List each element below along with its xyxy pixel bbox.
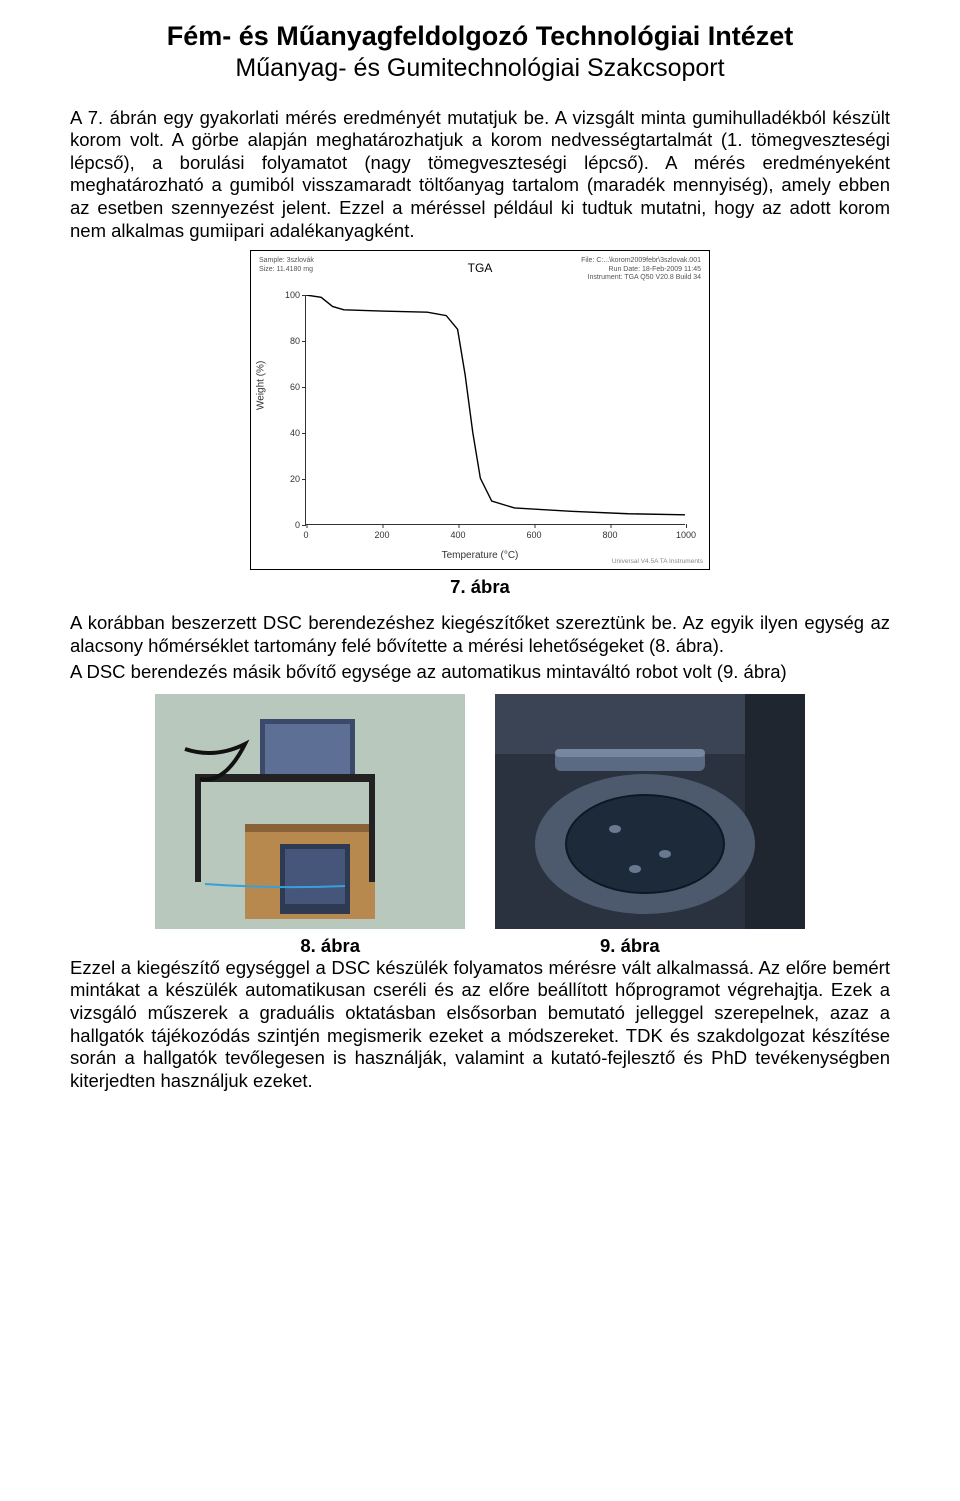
chart-xtick: 1000 [676, 530, 696, 540]
chart-curve-svg [306, 295, 685, 524]
chart-ylabel: Weight (%) [256, 361, 267, 410]
chart-ytick: 40 [276, 428, 300, 438]
chart-rundate-label: Run Date: 18-Feb-2009 11:45 [581, 266, 701, 274]
tga-chart-container: Sample: 3szlovák Size: 11.4180 mg TGA Fi… [70, 250, 890, 570]
chart-meta-right: File: C:...\korom2009febr\3szlovak.001 R… [581, 257, 701, 282]
chart-xtick: 600 [526, 530, 541, 540]
chart-file-label: File: C:...\korom2009febr\3szlovak.001 [581, 257, 701, 265]
figure-9-image [495, 694, 805, 929]
paragraph-3: A DSC berendezés másik bővítő egysége az… [70, 661, 890, 684]
chart-plot-area: 02040608010002004006008001000 [305, 295, 685, 525]
paragraph-2: A korábban beszerzett DSC berendezéshez … [70, 612, 890, 657]
page-title: Fém- és Műanyagfeldolgozó Technológiai I… [70, 20, 890, 54]
chart-line [306, 295, 685, 515]
chart-xtick: 400 [450, 530, 465, 540]
figure-9-wrap [495, 694, 805, 929]
figure-8-wrap [155, 694, 465, 929]
tga-chart: Sample: 3szlovák Size: 11.4180 mg TGA Fi… [250, 250, 710, 570]
paragraph-4: Ezzel a kiegészítő egységgel a DSC készü… [70, 957, 890, 1092]
chart-ytick: 80 [276, 336, 300, 346]
paragraph-1: A 7. ábrán egy gyakorlati mérés eredmény… [70, 107, 890, 242]
chart-xtick: 800 [602, 530, 617, 540]
figure-8-image [155, 694, 465, 929]
figure-8-9-caption-row: 8. ábra 9. ábra [70, 935, 890, 957]
page-subtitle: Műanyag- és Gumitechnológiai Szakcsoport [70, 54, 890, 83]
figure-9-caption: 9. ábra [600, 935, 660, 957]
figure-8-caption: 8. ábra [300, 935, 360, 957]
chart-ytick: 20 [276, 474, 300, 484]
chart-ytick: 60 [276, 382, 300, 392]
chart-xtick: 0 [303, 530, 308, 540]
chart-xtick: 200 [374, 530, 389, 540]
figure-7-caption: 7. ábra [70, 576, 890, 598]
chart-ytick: 0 [276, 520, 300, 530]
chart-footer-right: Universal V4.5A TA Instruments [612, 558, 703, 565]
photo-row [70, 694, 890, 929]
chart-instrument-label: Instrument: TGA Q50 V20.8 Build 34 [581, 274, 701, 282]
chart-ytick: 100 [276, 290, 300, 300]
